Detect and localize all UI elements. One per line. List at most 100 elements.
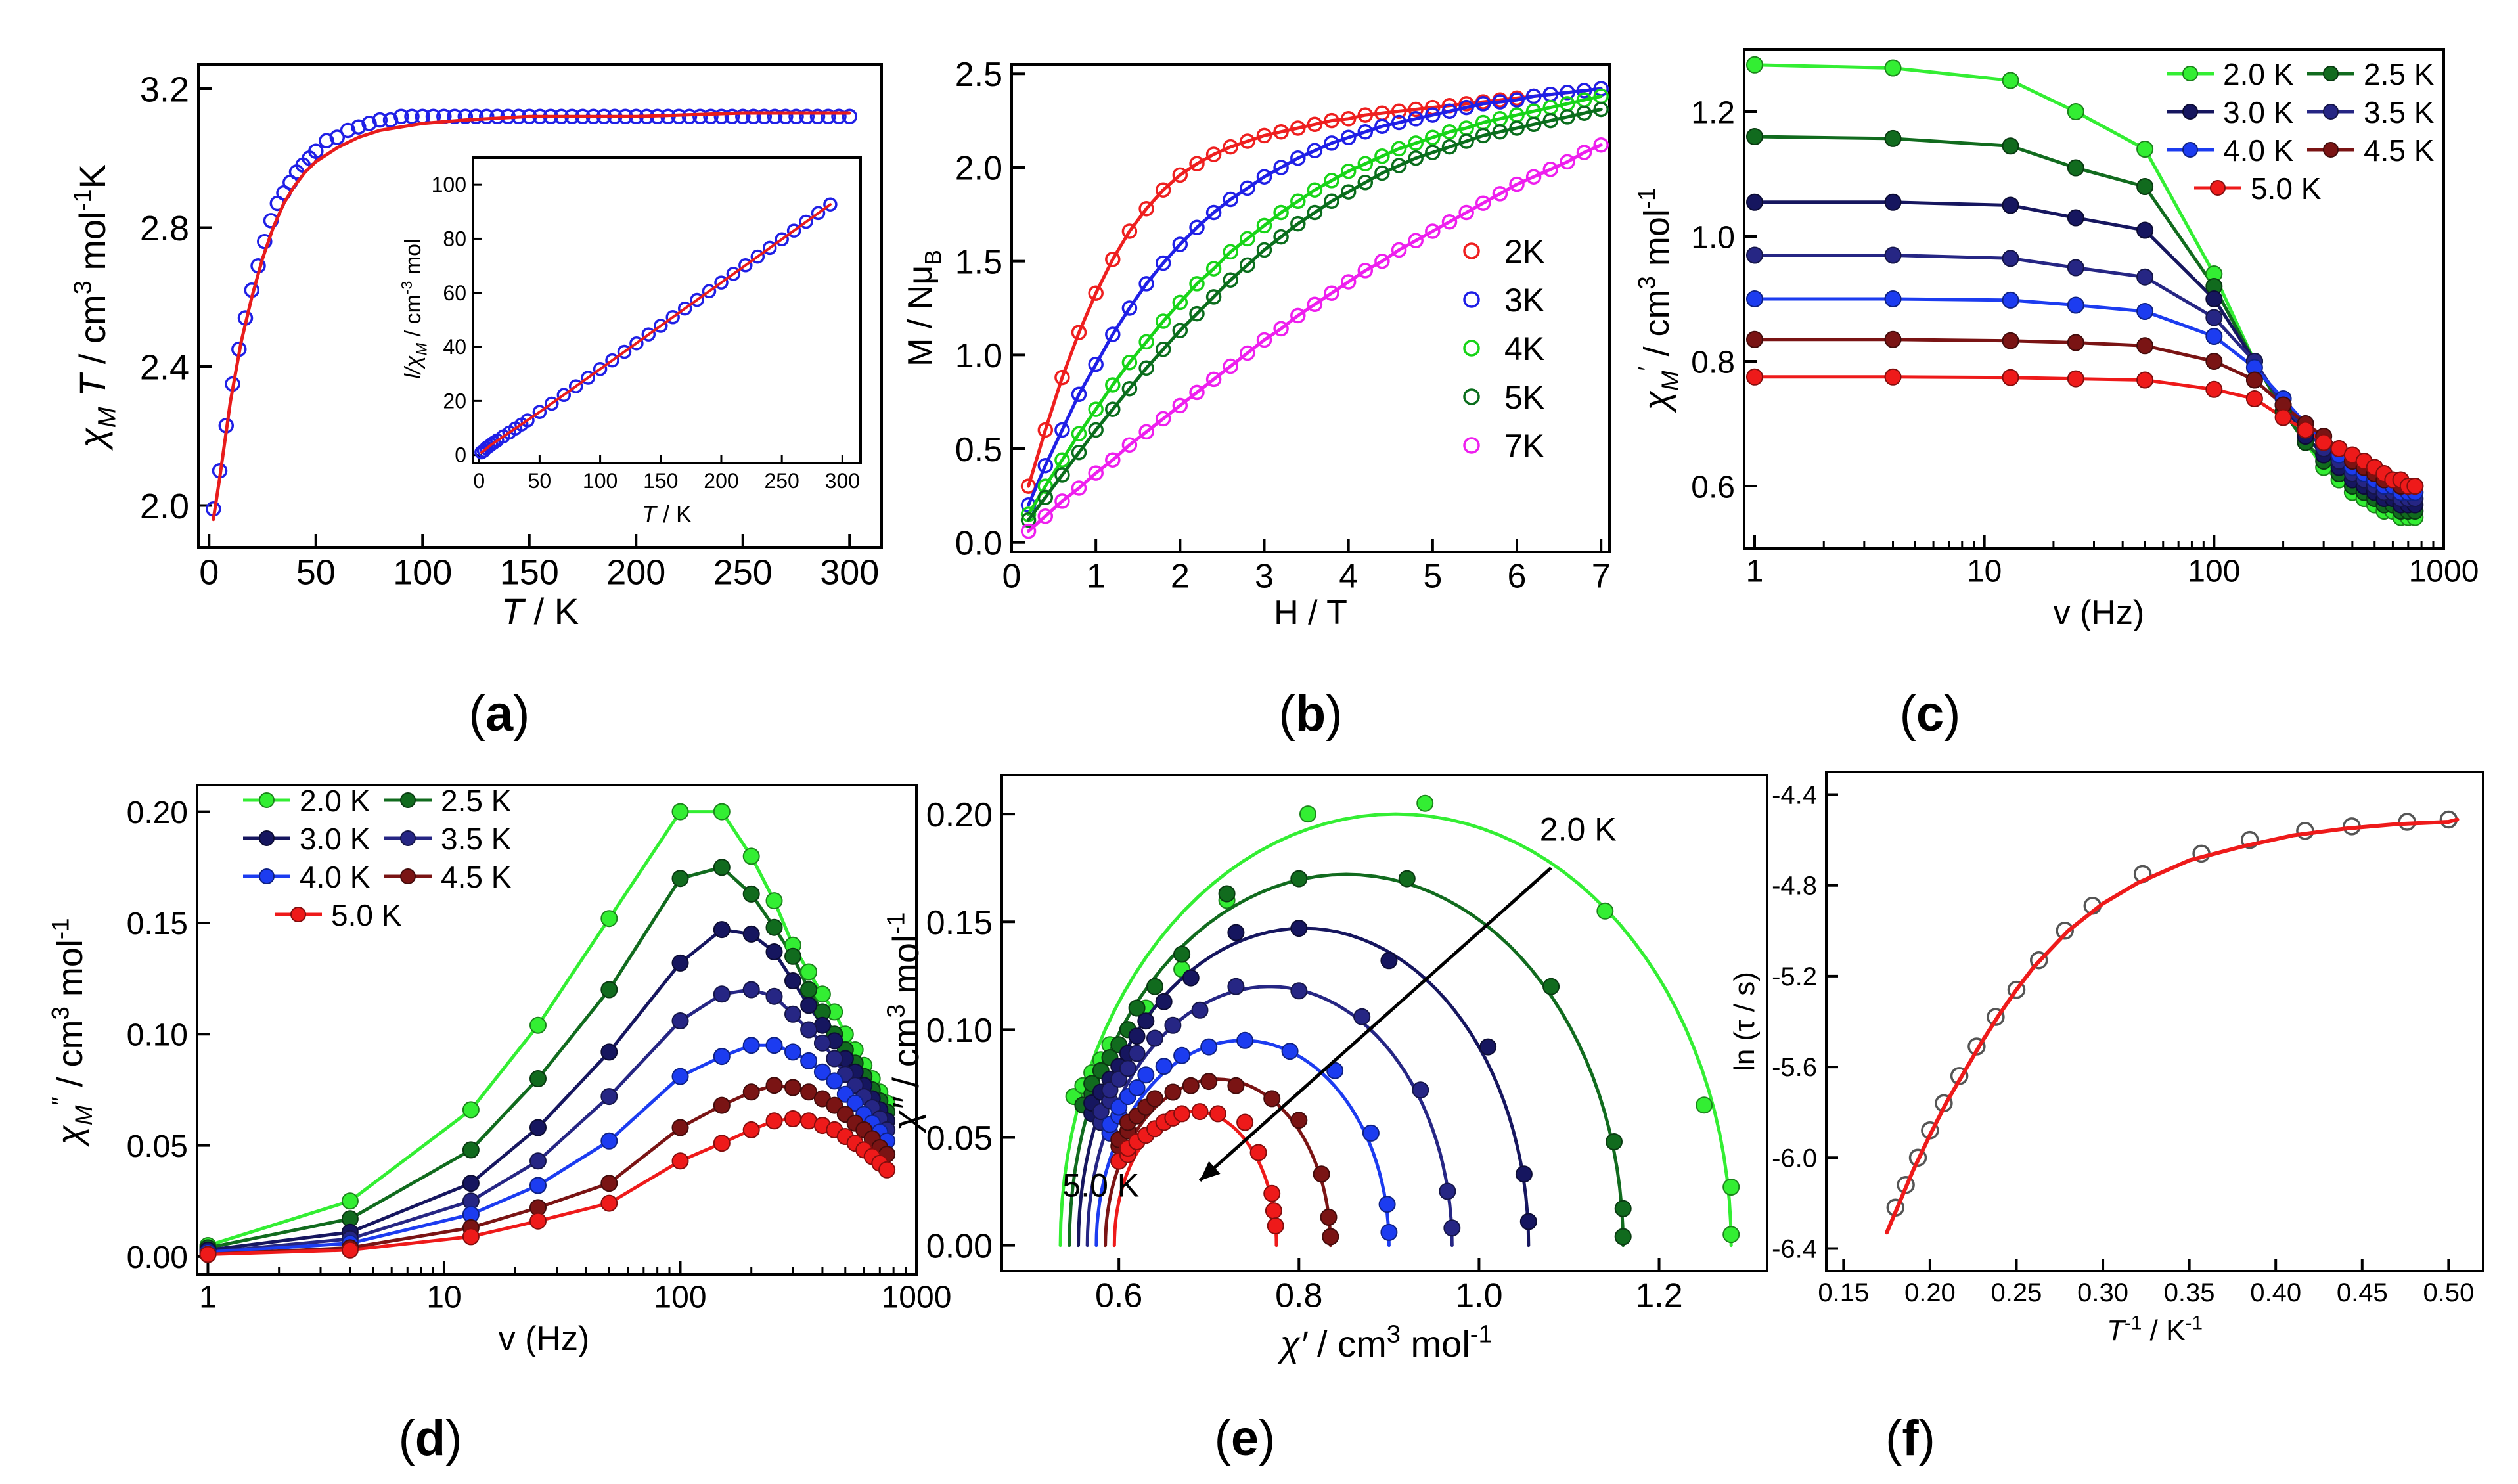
chart-b-point-5K — [1020, 512, 1037, 528]
panel-e: 0.6 0.8 1.0 1.2 0.00 0.05 0.10 0.15 0.20 2.0 K 5.0… — [883, 774, 1768, 1466]
chart-c-point-5.0K — [2297, 421, 2314, 439]
chart-a-inset-ytick-label: 60 — [443, 281, 466, 305]
chart-b-point-5K — [1273, 229, 1289, 245]
chart-f-point — [1987, 1008, 2005, 1026]
chart-d-xtick-label: 1 — [199, 1280, 217, 1315]
chart-c-point-5.0K — [1884, 368, 1902, 386]
chart-d-point-3.0K — [529, 1119, 547, 1136]
chart-d-legend-marker — [290, 907, 306, 922]
chart-a-inset-point — [556, 388, 572, 403]
chart-b-legend-marker — [1463, 242, 1480, 259]
chart-f-ytick-label: -6.0 — [1772, 1144, 1817, 1173]
chart-d-point-3.0K — [800, 997, 818, 1014]
chart-d-point-4.0K — [813, 1063, 831, 1081]
chart-f-point — [1908, 1148, 1927, 1167]
chart-b-xtick-label: 7 — [1592, 558, 1611, 596]
chart-d-point-2.0K — [529, 1016, 547, 1034]
chart-a-point-exp — [831, 108, 847, 125]
chart-e-point-3.5K — [1227, 978, 1245, 995]
chart-e-point-3.5K — [1164, 1016, 1182, 1034]
chart-b-point-4K — [1340, 163, 1357, 179]
chart-b-fit-line-7K — [1027, 143, 1603, 533]
chart-b-point-3K — [1172, 236, 1188, 252]
chart-e-point-2.5K — [1128, 999, 1146, 1017]
chart-b-ytick-label: 2.0 — [955, 150, 1002, 188]
chart-a-inset-point — [702, 284, 717, 299]
chart-d-point-3.0K — [462, 1175, 480, 1192]
chart-b-fit-line-4K — [1027, 95, 1603, 516]
chart-a-inset-point — [690, 292, 704, 307]
chart-d-line-5.0K — [206, 1117, 889, 1256]
chart-e-point-3.0K — [1155, 993, 1173, 1010]
chart-a-inset-xtick-label: 300 — [825, 469, 860, 493]
chart-b-point-7K — [1374, 253, 1390, 269]
chart-b-point-5K — [1391, 158, 1407, 173]
chart-a-inset-point — [738, 258, 753, 273]
chart-e-point-2.0K — [1596, 902, 1614, 920]
chart-b-point-5K — [1408, 150, 1424, 166]
chart-c-ylabel: χM′ / cm3 mol-1 — [1633, 187, 1684, 413]
chart-b-point-7K — [1576, 145, 1592, 160]
chart-a-ylabel: χM T / cm3 mol-1K — [70, 164, 122, 451]
chart-e-ytick-label: 0.10 — [926, 1012, 993, 1050]
chart-c-point-2.0K — [2136, 141, 2154, 158]
chart-e-annotation-low: 5.0 K — [1062, 1167, 1139, 1204]
chart-b-point-7K — [1155, 411, 1171, 427]
chart-b-point-7K — [1560, 154, 1575, 170]
chart-f-xtick-label: 0.40 — [2250, 1278, 2301, 1307]
chart-c-legend-marker — [2210, 180, 2226, 196]
chart-b-point-5K — [1155, 342, 1171, 357]
chart-e-point-2.5K — [1614, 1228, 1632, 1246]
chart-b-point-4K — [1374, 148, 1390, 164]
chart-d-point-5.0K — [462, 1228, 480, 1246]
chart-b-point-5K — [1425, 145, 1441, 160]
chart-a-point-exp — [767, 108, 783, 125]
chart-b-point-3K — [1290, 150, 1306, 166]
chart-a-xtick-label: 250 — [713, 553, 773, 593]
chart-e-point-3.0K — [1515, 1165, 1533, 1183]
chart-d-ytick-label: 0.00 — [127, 1240, 188, 1275]
chart-d-point-2.0K — [713, 803, 731, 821]
chart-b-point-4K — [1105, 377, 1121, 393]
chart-d-point-3.0K — [765, 943, 783, 960]
chart-b-point-7K — [1324, 285, 1339, 301]
chart-b-point-7K — [1240, 345, 1255, 361]
chart-c-point-2.0K — [2067, 103, 2084, 120]
chart-b-legend-label: 4K — [1504, 330, 1544, 367]
chart-a-xtick-label: 200 — [606, 553, 665, 593]
chart-d-ytick-label: 0.15 — [127, 907, 188, 941]
chart-b-legend-marker — [1463, 437, 1480, 454]
chart-c-point-3.0K — [2205, 290, 2223, 307]
chart-d-point-2.0K — [765, 892, 783, 910]
chart-d-xtick-label: 1000 — [882, 1280, 952, 1315]
chart-e-arc-2.5K — [1068, 872, 1625, 1248]
chart-d-point-4.0K — [800, 1052, 818, 1069]
chart-b-point-7K — [1020, 523, 1037, 539]
chart-b-point-2K — [1155, 182, 1171, 198]
chart-e-point-3.0K — [1182, 969, 1200, 987]
chart-a-ytick-label: 2.8 — [140, 209, 189, 248]
chart-a-inset-point — [568, 379, 583, 393]
chart-d-point-5.0K — [765, 1112, 783, 1130]
chart-d-point-2.5K — [800, 981, 818, 999]
chart-d-point-2.5K — [765, 918, 783, 936]
chart-b-point-7K — [1408, 233, 1424, 249]
chart-a-ytick-label: 2.0 — [140, 487, 189, 526]
chart-d-point-2.5K — [784, 947, 801, 965]
chart-a-xtick-label: 100 — [393, 553, 452, 593]
chart-a-point-exp — [746, 108, 761, 125]
chart-c-point-4.0K — [1746, 290, 1763, 307]
chart-b-point-7K — [1307, 296, 1323, 313]
chart-d-legend-label: 2.5 K — [441, 784, 512, 818]
chart-b-point-3K — [1256, 169, 1272, 185]
chart-a-frame — [197, 63, 883, 549]
chart-d-point-4.0K — [826, 1072, 843, 1090]
chart-b-point-2K — [1121, 223, 1138, 239]
chart-e-ytick-label: 0.20 — [926, 796, 993, 834]
chart-b-point-3K — [1088, 356, 1104, 372]
chart-b-point-3K — [1121, 300, 1138, 316]
chart-d-point-3.5K — [813, 1034, 831, 1052]
chart-e-ytick-label: 0.05 — [926, 1119, 993, 1158]
chart-c-point-4.0K — [2136, 303, 2154, 320]
chart-c-point-5.0K — [2205, 380, 2223, 398]
